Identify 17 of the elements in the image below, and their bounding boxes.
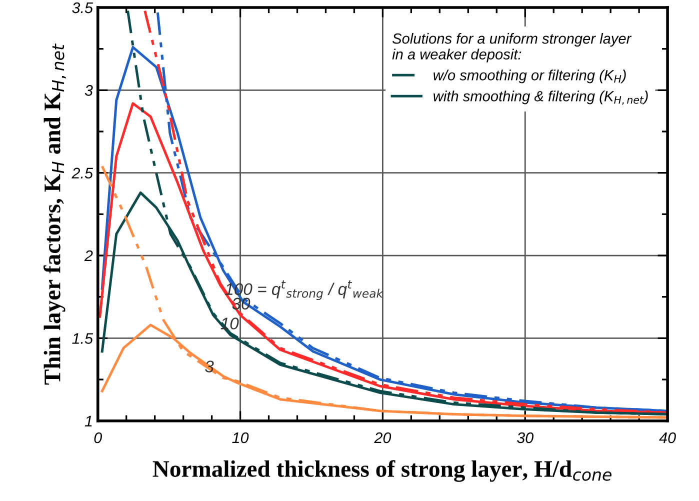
legend-title: Solutions for a uniform stronger layer in a weaker deposit: — [392, 33, 632, 62]
y-tick-label: 2.5 — [72, 168, 94, 179]
x-tick-label: 40 — [659, 432, 676, 444]
y-tick-label: 3.5 — [72, 2, 94, 14]
legend-label: with smoothing & filtering (K$_{H,net}$) — [434, 90, 648, 105]
y-tick-label: 1 — [84, 416, 92, 426]
legend-label: w/o smoothing or filtering (K$_{H}$) — [434, 70, 626, 84]
x-axis-title: Normalized thickness of strong layer, H/d$_{cone}$ — [152, 460, 612, 482]
x-tick-label: 30 — [516, 432, 534, 444]
y-tick-label: 3 — [84, 85, 93, 96]
y-tick-label: 1.5 — [72, 333, 94, 344]
x-tick-label: 10 — [232, 432, 249, 444]
x-tick-label: 0 — [94, 432, 102, 444]
y-tick-label: 2 — [84, 250, 93, 262]
x-tick-label: 20 — [374, 432, 392, 444]
annotation: 10 — [220, 318, 239, 330]
y-axis-title: Thin layer factors, K$_{H}$ and K$_{H,net}$ — [44, 44, 66, 385]
